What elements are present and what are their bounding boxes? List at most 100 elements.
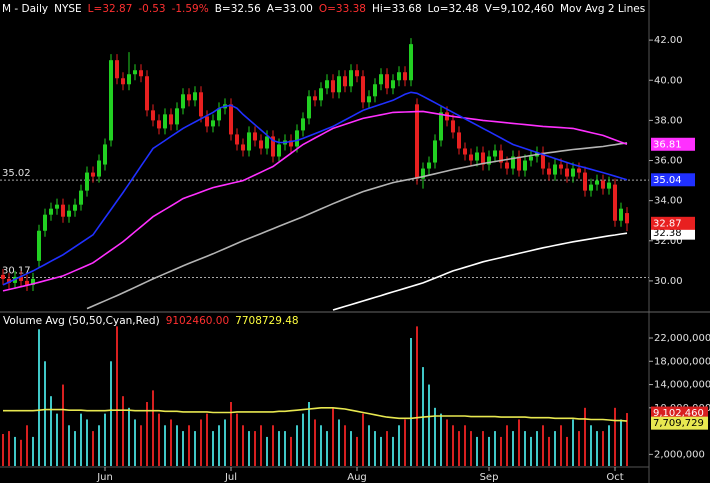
header-part: -0.53 <box>138 3 165 15</box>
volume-bar <box>116 326 118 466</box>
volume-bar <box>608 425 610 466</box>
candle-body <box>85 172 89 191</box>
volume-bar <box>578 431 580 466</box>
candle-body <box>481 152 485 165</box>
candle-body <box>229 104 233 135</box>
value-tag: 9,102,460 <box>653 408 704 419</box>
volume-bar <box>548 436 550 466</box>
value-tag-bg <box>651 137 695 151</box>
volume-bar <box>272 425 274 466</box>
candle-body <box>511 156 515 169</box>
candle-body <box>319 88 323 101</box>
candle-body <box>571 168 575 177</box>
volume-bar <box>380 436 382 466</box>
value-tag: 32.87 <box>653 218 682 229</box>
level-label: 30.17 <box>2 265 31 276</box>
candle-body <box>589 184 593 191</box>
volume-bar <box>446 419 448 466</box>
volume-bar <box>200 419 202 466</box>
volume-bar <box>242 425 244 466</box>
candle-body <box>37 230 41 261</box>
volume-bar <box>350 431 352 466</box>
volume-bar <box>56 413 58 466</box>
volume-bar <box>494 431 496 466</box>
candle-body <box>199 92 203 117</box>
candle-body <box>541 152 545 169</box>
candle-body <box>91 172 95 177</box>
volume-bar <box>434 407 436 466</box>
candle-body <box>343 76 347 87</box>
candle-body <box>391 80 395 89</box>
volume-bar <box>536 431 538 466</box>
volume-bar <box>338 419 340 466</box>
candle-body <box>433 140 437 163</box>
candle-body <box>577 168 581 173</box>
candle-body <box>619 208 623 221</box>
volume-bar <box>596 431 598 466</box>
header-part: V=9,102,460 <box>485 3 554 15</box>
candle-body <box>349 70 353 87</box>
candle-body <box>301 118 305 131</box>
volume-header: Volume Avg (50,50,Cyan,Red) 9102460.00 770… <box>3 315 299 327</box>
volume-bar <box>626 413 628 466</box>
candle-body <box>457 132 461 149</box>
candle-body <box>421 168 425 179</box>
candle-body <box>469 154 473 161</box>
header-part: Hi=33.68 <box>372 3 422 15</box>
x-tick-label: Aug <box>347 472 367 483</box>
header-part: Mov Avg 2 Lines (Close,20 <box>560 3 698 15</box>
candle-body <box>499 150 503 163</box>
volume-bar <box>158 413 160 466</box>
volume-bar <box>80 413 82 466</box>
header-part: Volume Avg (50,50,Cyan,Red) <box>3 315 160 327</box>
candle-body <box>169 114 173 125</box>
candle-body <box>277 144 281 157</box>
candle-body <box>337 76 341 93</box>
candle-body <box>175 108 179 125</box>
y-tick-label: 40.00 <box>654 75 683 86</box>
volume-bar <box>194 431 196 466</box>
candle-body <box>601 180 605 189</box>
volume-bar <box>566 436 568 466</box>
volume-bar <box>254 431 256 466</box>
header-part: 7708729.48 <box>235 315 298 327</box>
average-line <box>332 232 628 311</box>
volume-bar <box>284 431 286 466</box>
candle-body <box>205 116 209 127</box>
volume-bar <box>290 436 292 466</box>
volume-bar <box>470 431 472 466</box>
volume-bar <box>308 402 310 466</box>
value-tag: 36.81 <box>653 139 682 150</box>
volume-bar <box>428 384 430 466</box>
candle-body <box>553 164 557 175</box>
candle-body <box>31 278 35 285</box>
volume-bar <box>164 425 166 466</box>
x-tick-label: Sep <box>480 472 499 483</box>
candle-body <box>109 60 113 141</box>
volume-bar <box>86 419 88 466</box>
candle-body <box>253 132 257 141</box>
candle-body <box>259 140 263 149</box>
volume-bar <box>374 431 376 466</box>
candle-body <box>373 84 377 97</box>
candle-body <box>403 72 407 81</box>
volume-bar <box>488 436 490 466</box>
candle-body <box>181 94 185 109</box>
candle-body <box>127 74 131 85</box>
volume-bar <box>50 396 52 466</box>
x-tick-label: Oct <box>606 472 623 483</box>
volume-bar <box>614 407 616 466</box>
volume-bar <box>260 425 262 466</box>
volume-bar <box>182 431 184 466</box>
candle-body <box>487 156 491 165</box>
candle-body <box>607 182 611 189</box>
candle-body <box>415 104 419 179</box>
candle-body <box>379 74 383 85</box>
volume-bar <box>518 419 520 466</box>
candle-body <box>133 70 137 75</box>
candle-body <box>73 204 77 211</box>
candle-body <box>295 130 299 147</box>
volume-bar <box>512 431 514 466</box>
candle-body <box>595 180 599 185</box>
